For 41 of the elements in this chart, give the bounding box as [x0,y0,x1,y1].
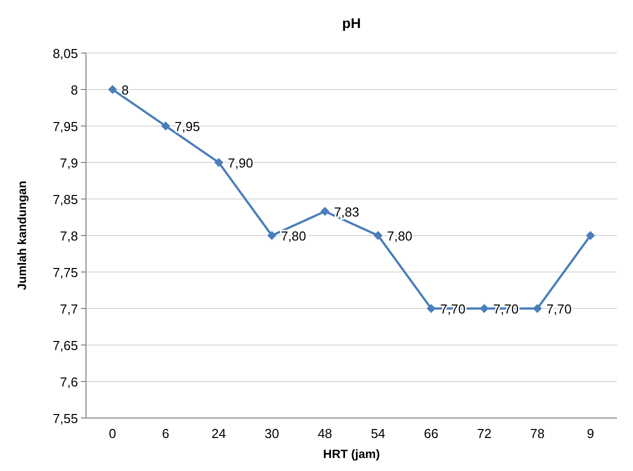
x-tick-label: 30 [264,426,280,441]
point [374,231,383,240]
x-tick-label: 54 [370,426,386,441]
x-tick-label: 78 [530,426,545,441]
data-label: 7,83 [334,204,360,220]
point [426,304,436,313]
y-tick-label: 8 [70,82,78,98]
point [214,158,224,167]
point [320,206,330,216]
x-tick-label: 9 [586,426,594,441]
x-tick-label: 66 [424,426,438,441]
y-tick-label: 7,75 [52,265,78,280]
y-tick-label: 7,65 [52,338,78,353]
chart-title: pH [342,15,361,31]
data-label: 7,90 [228,156,254,170]
y-axis-title: Jumlah kandungan [15,180,29,290]
y-tick-label: 7,55 [52,411,78,426]
y-tick-label: 7,7 [60,302,78,316]
y-tick-label: 7,85 [52,192,78,207]
point [480,304,489,313]
x-tick-label: 48 [318,426,332,441]
y-tick-label: 7,95 [52,119,78,134]
data-label: 7,80 [387,228,412,244]
point [267,231,276,240]
x-tick-label: 24 [212,426,226,441]
x-tick-label: 6 [162,426,170,441]
x-tick-label: 72 [477,426,492,441]
point [161,122,170,130]
y-tick-label: 8,05 [52,46,78,61]
point [586,231,595,240]
y-tick-label: 7,9 [60,156,78,170]
data-label: 7,70 [546,302,572,316]
point [108,85,118,94]
y-tick-label: 7,8 [60,228,78,244]
data-label: 8 [122,82,129,98]
point [532,304,542,313]
y-tick-label: 7,6 [60,374,78,390]
data-label: 7,80 [280,228,306,244]
x-axis-title: HRT (jam) [323,447,380,461]
x-tick-label: 0 [108,426,116,441]
data-label: 7,95 [174,119,200,134]
